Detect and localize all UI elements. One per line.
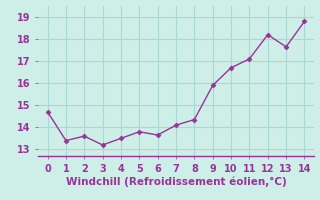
X-axis label: Windchill (Refroidissement éolien,°C): Windchill (Refroidissement éolien,°C) bbox=[66, 176, 286, 187]
